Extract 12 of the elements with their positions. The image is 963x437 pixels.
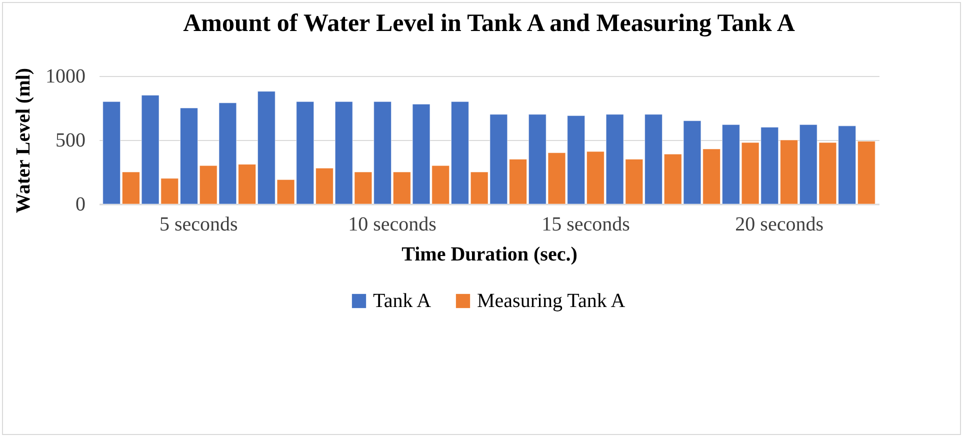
- x-tick-label: 10 seconds: [348, 214, 437, 236]
- legend-label: Measuring Tank A: [477, 290, 626, 312]
- y-tick-label: 1000: [46, 66, 86, 88]
- legend-label: Tank A: [373, 290, 432, 312]
- y-axis-title: Water Level (ml): [12, 68, 34, 214]
- x-tick-label: 5 seconds: [160, 214, 238, 236]
- x-tick-label: 15 seconds: [542, 214, 630, 236]
- x-axis-title: Time Duration (sec.): [402, 244, 578, 266]
- chart-title: Amount of Water Level in Tank A and Measuring Tank A: [183, 10, 795, 37]
- y-tick-label: 500: [56, 130, 86, 152]
- x-tick-label: 20 seconds: [735, 214, 824, 236]
- y-tick-label: 0: [76, 194, 86, 216]
